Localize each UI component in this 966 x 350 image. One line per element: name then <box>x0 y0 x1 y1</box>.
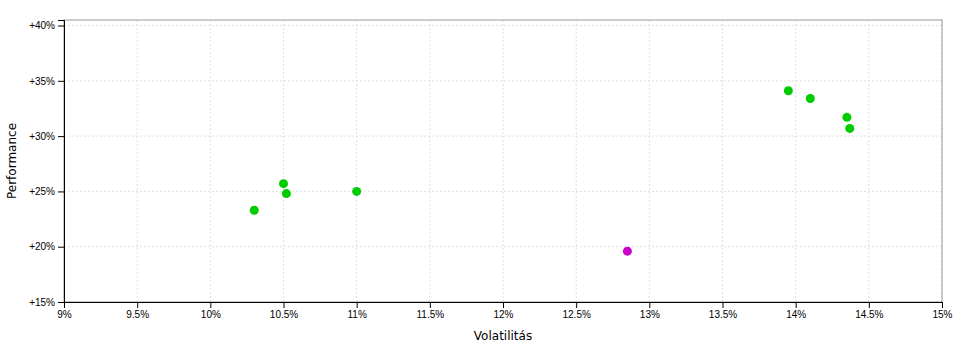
tick-label: +15% <box>29 297 55 308</box>
tick-label: 9% <box>57 309 72 320</box>
tick: 13.5% <box>709 302 737 320</box>
tick: 11.5% <box>417 302 445 320</box>
axis-line <box>58 21 65 303</box>
tick-label: 12% <box>493 309 513 320</box>
tick-label: 12.5% <box>562 309 590 320</box>
grid-line <box>64 25 942 26</box>
y-axis: +15% +20% +25% +30% +35% +40% <box>29 20 64 307</box>
grid-line <box>64 191 942 192</box>
tick-mark <box>430 302 431 308</box>
tick: 9% <box>57 302 72 320</box>
tick-mark <box>58 81 64 82</box>
tick-label: 15% <box>932 309 952 320</box>
tick-label: 9.5% <box>126 309 149 320</box>
tick-mark <box>58 247 64 248</box>
grid-line <box>649 20 650 302</box>
tick-mark <box>357 302 358 308</box>
grid-line <box>210 20 211 302</box>
grid-line <box>429 20 430 302</box>
point <box>845 124 854 133</box>
tick-label: 10.5% <box>270 309 298 320</box>
point <box>623 247 632 256</box>
tick: +20% <box>29 241 64 252</box>
tick: 10.5% <box>270 302 298 320</box>
tick: +30% <box>29 131 64 142</box>
tick: +15% <box>29 297 64 308</box>
tick-label: 11% <box>348 309 367 320</box>
tick-label: +30% <box>29 131 55 142</box>
tick-label: 13.5% <box>709 309 737 320</box>
axis-line <box>65 303 943 309</box>
tick-mark <box>649 302 650 308</box>
tick: 10% <box>201 302 221 320</box>
grid-line <box>64 136 942 137</box>
grid-line <box>868 20 869 302</box>
point <box>279 179 288 188</box>
tick-label: +20% <box>29 241 55 252</box>
tick: +40% <box>29 20 64 31</box>
marks <box>250 86 855 255</box>
y-axis-title: Performance <box>5 123 19 199</box>
tick-mark <box>58 191 64 192</box>
grid-line <box>795 20 796 302</box>
grid-line <box>503 20 504 302</box>
point <box>842 113 851 122</box>
tick-label: 11.5% <box>417 309 445 320</box>
grid-line <box>356 20 357 302</box>
grid-line <box>137 20 138 302</box>
tick: 11% <box>348 302 367 320</box>
tick: 14.5% <box>855 302 883 320</box>
grid-line <box>283 20 284 302</box>
tick: 9.5% <box>126 302 149 320</box>
tick-mark <box>210 302 211 308</box>
series <box>623 247 632 256</box>
tick-mark <box>576 302 577 308</box>
point <box>352 187 361 196</box>
tick: +25% <box>29 186 64 197</box>
tick: 14% <box>786 302 806 320</box>
tick-label: 14.5% <box>855 309 883 320</box>
tick: 15% <box>932 302 952 320</box>
grid-line <box>64 80 942 81</box>
plot-frame <box>64 20 942 302</box>
tick-mark <box>58 302 64 303</box>
tick: 12.5% <box>562 302 590 320</box>
tick-label: 13% <box>640 309 660 320</box>
tick-mark <box>58 136 64 137</box>
point <box>250 206 259 215</box>
x-axis-title: Volatilitás <box>474 329 532 343</box>
tick-mark <box>58 26 64 27</box>
tick-mark <box>796 302 797 308</box>
tick-label: 14% <box>786 309 806 320</box>
tick-mark <box>942 302 943 308</box>
tick: 13% <box>640 302 660 320</box>
tick-label: +35% <box>29 76 55 87</box>
tick-label: 10% <box>201 309 221 320</box>
x-axis: 9% 9.5% 10% 10.5% 11% 11.5% 12% 12.5% 13% 13.5% 14… <box>57 302 952 320</box>
tick: +35% <box>29 76 64 87</box>
tick-mark <box>137 302 138 308</box>
grid-line <box>722 20 723 302</box>
grid <box>64 20 942 302</box>
series <box>250 86 855 214</box>
grid-line <box>576 20 577 302</box>
tick-label: +25% <box>29 186 55 197</box>
point <box>282 189 291 198</box>
plot: 9% 9.5% 10% 10.5% 11% 11.5% 12% 12.5% 13% 13.5% 14… <box>29 20 952 320</box>
chart: 9% 9.5% 10% 10.5% 11% 11.5% 12% 12.5% 13% 13.5% 14… <box>0 0 966 350</box>
point <box>784 86 793 95</box>
grid-line <box>64 246 942 247</box>
tick-mark <box>723 302 724 308</box>
tick-mark <box>284 302 285 308</box>
tick-mark <box>869 302 870 308</box>
tick: 12% <box>493 302 513 320</box>
tick-mark <box>503 302 504 308</box>
tick-label: +40% <box>29 20 55 31</box>
point <box>806 94 815 103</box>
